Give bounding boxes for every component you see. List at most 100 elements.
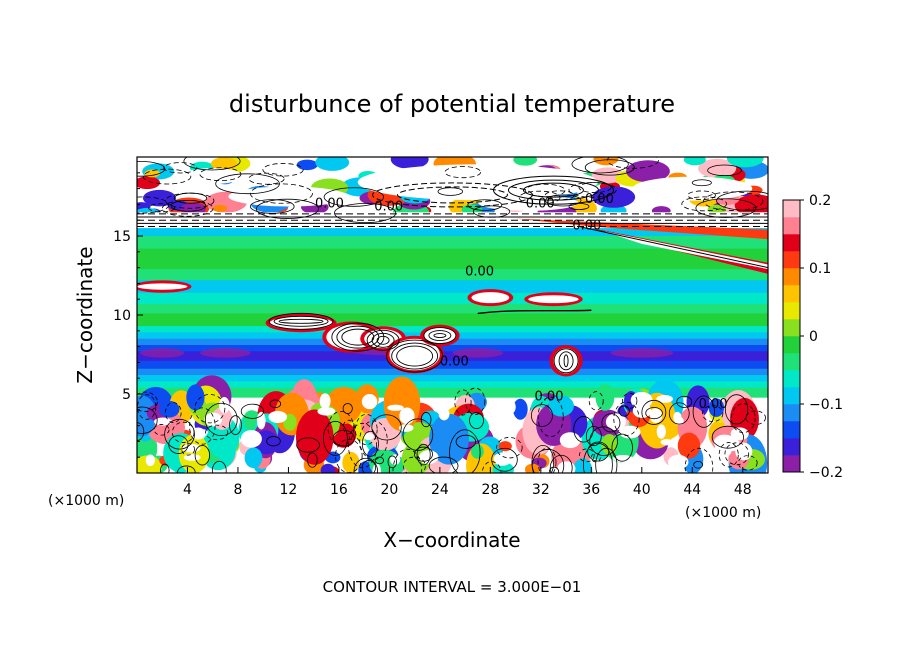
contour xyxy=(465,387,486,415)
colorbar-swatch xyxy=(783,438,800,456)
contour xyxy=(170,199,207,212)
anomaly-zero xyxy=(705,460,720,473)
contour xyxy=(376,335,390,345)
contour xyxy=(194,445,210,466)
contour xyxy=(205,424,229,441)
field-band xyxy=(137,375,768,382)
contour xyxy=(492,175,614,205)
contour xyxy=(531,445,555,473)
contour-label: 0.00 xyxy=(699,397,728,412)
anomaly-patch xyxy=(601,433,618,455)
colorbar-swatch xyxy=(783,319,800,337)
x-tick-label: 24 xyxy=(431,482,449,498)
contour xyxy=(266,436,281,447)
contour xyxy=(507,179,599,201)
colorbar-tick-label: 0.2 xyxy=(809,193,831,209)
anomaly-zero xyxy=(387,404,404,411)
anomaly-zero xyxy=(319,393,331,409)
anomaly-zero xyxy=(317,407,336,416)
anomaly-patch xyxy=(677,432,701,459)
contour xyxy=(148,203,176,213)
contour xyxy=(353,457,379,473)
anomaly-zero xyxy=(281,454,303,469)
contour xyxy=(684,447,714,473)
contour xyxy=(590,452,601,463)
contour xyxy=(692,395,715,428)
contour xyxy=(589,426,618,456)
contour xyxy=(323,187,384,207)
anomaly-zero xyxy=(612,455,634,463)
colorbar-swatch xyxy=(783,404,800,422)
anomaly-zero xyxy=(389,454,401,465)
anomaly-patch xyxy=(358,461,373,473)
contour xyxy=(668,402,690,425)
anomaly-zero xyxy=(240,430,262,448)
contour xyxy=(611,433,633,462)
contour-label: 0.00 xyxy=(440,355,469,370)
field-band xyxy=(137,387,768,398)
contour xyxy=(255,198,319,219)
colorbar-swatch xyxy=(783,353,800,371)
anomaly-zero xyxy=(361,394,378,410)
anomaly-patch xyxy=(573,458,592,473)
contour xyxy=(189,407,216,445)
contour xyxy=(420,412,432,428)
contour xyxy=(607,157,659,169)
contour xyxy=(273,315,329,327)
field-band xyxy=(137,269,768,281)
x-tick-label: 8 xyxy=(233,482,242,498)
contour xyxy=(194,394,226,424)
contour xyxy=(137,394,157,420)
contour xyxy=(584,159,635,176)
anomaly-patch xyxy=(212,204,228,213)
contour xyxy=(537,447,557,473)
contour xyxy=(587,441,610,462)
contour-label: 0.00 xyxy=(535,389,564,404)
anomaly-zero xyxy=(730,427,749,441)
anomaly-zero xyxy=(363,432,374,441)
contour xyxy=(229,415,242,435)
anomaly-patch xyxy=(513,157,538,166)
contour xyxy=(583,442,613,473)
contour xyxy=(371,414,402,441)
plume-core xyxy=(389,338,440,371)
contour xyxy=(163,162,198,174)
field-band xyxy=(137,303,768,314)
contour xyxy=(578,226,768,269)
anomaly-patch xyxy=(513,398,528,420)
anomaly-zero xyxy=(559,432,581,449)
contour xyxy=(137,391,158,413)
contour xyxy=(374,456,384,465)
contour xyxy=(402,456,426,473)
anomaly-zero xyxy=(438,407,450,421)
contour xyxy=(142,168,192,185)
anomaly-patch xyxy=(137,395,157,437)
anomaly-zero xyxy=(656,424,666,439)
contour xyxy=(578,448,595,463)
x-tick-label: 12 xyxy=(280,482,298,498)
contour xyxy=(250,183,313,204)
contour xyxy=(613,401,640,436)
contour xyxy=(737,455,758,471)
contour xyxy=(268,312,334,330)
anomaly-patch xyxy=(296,159,318,171)
contour xyxy=(183,157,241,171)
contour xyxy=(585,425,602,447)
plume-core xyxy=(528,295,579,304)
contour xyxy=(693,460,704,469)
contour xyxy=(397,186,508,204)
contour xyxy=(416,443,431,466)
anomaly-patch xyxy=(137,176,161,190)
contour xyxy=(573,416,594,443)
anomaly-zero xyxy=(399,407,415,425)
anomaly-patch xyxy=(734,194,768,217)
contour xyxy=(153,424,170,436)
field-band xyxy=(137,248,768,270)
y-axis: 5 10 15 xyxy=(113,172,143,458)
contour xyxy=(449,429,481,473)
chart-title: disturbunce of potential temperature xyxy=(229,90,675,118)
contour xyxy=(392,448,423,473)
contour xyxy=(391,342,439,370)
field-band xyxy=(137,345,768,352)
anomaly-patch xyxy=(429,413,469,465)
